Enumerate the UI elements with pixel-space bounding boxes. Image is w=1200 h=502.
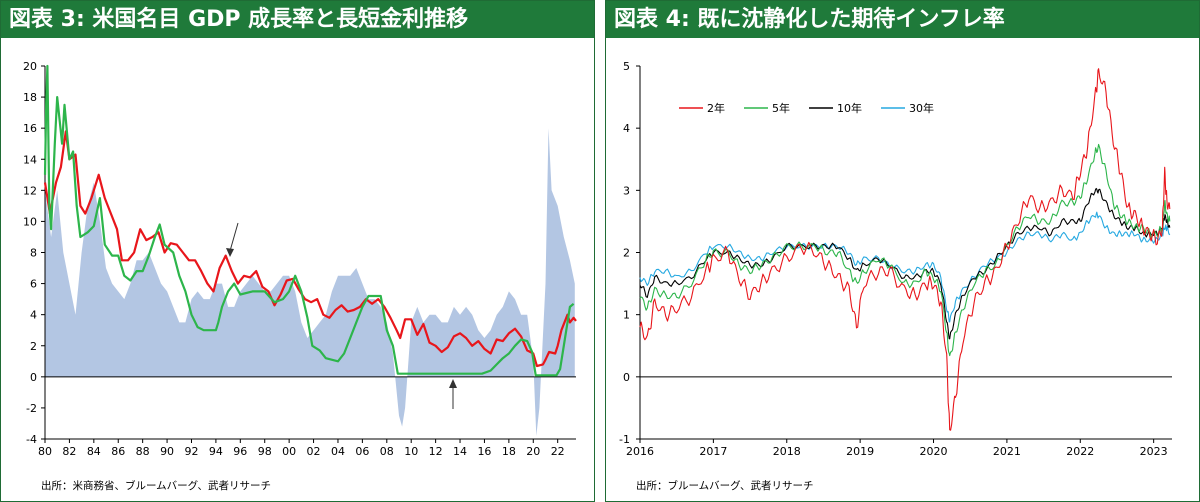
y-tick-label: -4 — [26, 433, 37, 446]
x-tick-label: 02 — [307, 445, 321, 458]
x-tick-label: 22 — [551, 445, 565, 458]
x-tick-label: 2021 — [993, 445, 1021, 458]
x-tick-label: 90 — [160, 445, 174, 458]
x-tick-label: 96 — [233, 445, 247, 458]
x-tick-label: 2017 — [699, 445, 727, 458]
y-tick-label: 1 — [623, 309, 630, 322]
y-tick-label: 12 — [23, 184, 37, 197]
x-tick-label: 80 — [38, 445, 52, 458]
y-tick-label: 5 — [623, 60, 630, 73]
x-tick-label: 82 — [62, 445, 76, 458]
y-tick-label: 0 — [30, 371, 37, 384]
x-tick-label: 86 — [111, 445, 125, 458]
ff-rate-line — [43, 64, 575, 377]
x-tick-label: 20 — [526, 445, 540, 458]
y-tick-label: 6 — [30, 278, 37, 291]
x-tick-label: 12 — [429, 445, 443, 458]
ten-year-arrow-shaft — [229, 222, 239, 252]
legend-label: 30年 — [909, 101, 934, 115]
y-tick-label: 2 — [623, 247, 630, 260]
x-tick-label: 98 — [258, 445, 272, 458]
y-tick-label: 4 — [623, 122, 630, 135]
figure-4-header: 図表 4: 既に沈静化した期待インフレ率 — [606, 1, 1199, 38]
x-tick-label: 2022 — [1066, 445, 1094, 458]
y-tick-label: -1 — [619, 433, 630, 446]
y-tick-label: 20 — [23, 60, 37, 73]
y-tick-label: 18 — [23, 91, 37, 104]
figure-3-source: 出所：米商務省、ブルームバーグ、武者リサーチ — [41, 480, 271, 492]
breakeven-line-2年 — [639, 68, 1171, 431]
figure-3-panel: 図表 3: 米国名目 GDP 成長率と長短金利推移 20 18 16 14 12 10 8 6… — [0, 0, 595, 502]
y-tick-label: 16 — [23, 122, 37, 135]
x-tick-label: 92 — [184, 445, 198, 458]
x-tick-label: 18 — [502, 445, 516, 458]
y-tick-label: 2 — [30, 340, 37, 353]
y-tick-label: 10 — [23, 215, 37, 228]
figure-3-header: 図表 3: 米国名目 GDP 成長率と長短金利推移 — [1, 1, 594, 38]
x-tick-label: 16 — [477, 445, 491, 458]
y-tick-label: 3 — [623, 184, 630, 197]
breakeven-line-30年 — [639, 211, 1171, 323]
ten-year-arrow-head — [226, 248, 234, 257]
figure-4-source: 出所：ブルームバーグ、武者リサーチ — [636, 480, 814, 492]
x-tick-label: 2018 — [773, 445, 801, 458]
gdp-growth-area — [45, 128, 575, 436]
ten-year-yield-line — [43, 130, 577, 368]
x-tick-label: 2016 — [626, 445, 654, 458]
legend-label: 10年 — [837, 101, 862, 115]
y-tick-label: 0 — [623, 371, 630, 384]
x-tick-label: 84 — [87, 445, 101, 458]
x-tick-label: 14 — [453, 445, 467, 458]
y-tick-label: -2 — [26, 402, 37, 415]
x-tick-label: 2019 — [846, 445, 874, 458]
legend-label: 2年 — [707, 101, 725, 115]
legend-label: 5年 — [772, 101, 790, 115]
breakeven-line-5年 — [639, 143, 1171, 357]
x-tick-label: 2023 — [1140, 445, 1168, 458]
y-tick-label: 14 — [23, 153, 37, 166]
figure-4-panel: 図表 4: 既に沈静化した期待インフレ率 5 4 3 2 1 0 -1 2016 2017 201… — [605, 0, 1200, 502]
x-tick-label: 08 — [380, 445, 394, 458]
x-tick-label: 88 — [136, 445, 150, 458]
y-tick-label: 4 — [30, 309, 37, 322]
breakeven-line-10年 — [639, 187, 1171, 340]
x-tick-label: 94 — [209, 445, 223, 458]
x-tick-label: 2020 — [920, 445, 948, 458]
y-tick-label: 8 — [30, 247, 37, 260]
x-tick-label: 10 — [404, 445, 418, 458]
ff-arrow-head — [449, 379, 457, 388]
x-tick-label: 04 — [331, 445, 345, 458]
x-tick-label: 06 — [355, 445, 369, 458]
x-tick-label: 00 — [282, 445, 296, 458]
